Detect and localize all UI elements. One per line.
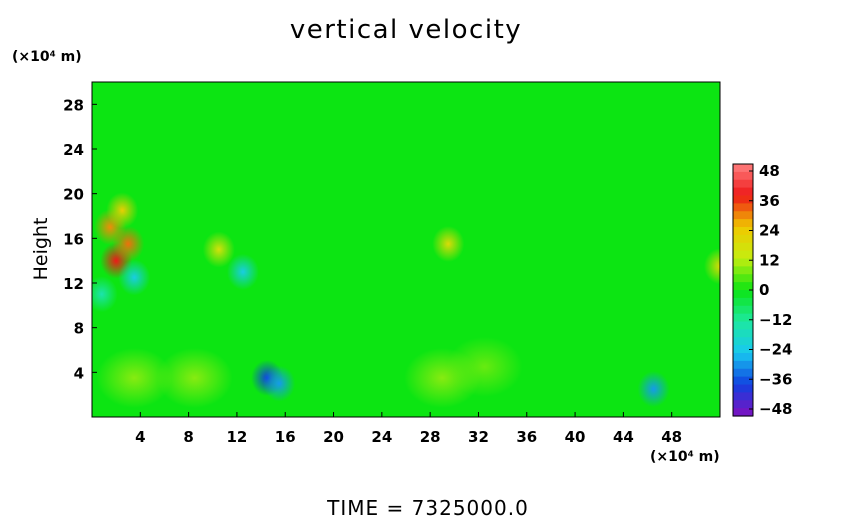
- velocity-feature: [202, 231, 235, 268]
- y-tick-label: 12: [63, 275, 84, 293]
- colorbar-swatch: [733, 258, 753, 267]
- x-tick-label: 40: [565, 428, 586, 446]
- colorbar-swatch: [733, 408, 753, 417]
- x-tick-label: 24: [371, 428, 392, 446]
- x-tick-label: 8: [183, 428, 193, 446]
- colorbar-swatch: [733, 203, 753, 212]
- colorbar-swatch: [733, 321, 753, 330]
- chart-title: vertical velocity: [290, 15, 522, 45]
- x-tick-label: 12: [226, 428, 247, 446]
- colorbar-swatch: [733, 297, 753, 307]
- colorbar-tick-label: −36: [759, 370, 792, 388]
- colorbar-swatch: [733, 282, 753, 291]
- y-tick-label: 24: [63, 141, 84, 159]
- colorbar-swatch: [733, 266, 753, 275]
- colorbar-swatch: [733, 219, 753, 228]
- colorbar-swatch: [733, 187, 753, 197]
- colorbar-swatch: [733, 250, 753, 260]
- colorbar-swatch: [733, 392, 753, 401]
- colorbar-swatch: [733, 164, 753, 173]
- velocity-feature: [263, 365, 296, 402]
- colorbar-swatch: [733, 353, 753, 362]
- x-tick-label: 44: [613, 428, 634, 446]
- colorbar-tick-label: 12: [759, 251, 780, 269]
- colorbar-swatch: [733, 384, 753, 393]
- colorbar-tick-label: −24: [759, 341, 792, 359]
- y-axis-label: Height: [30, 218, 52, 281]
- colorbar-swatch: [733, 227, 753, 236]
- velocity-feature: [118, 259, 151, 296]
- velocity-feature: [637, 371, 670, 408]
- colorbar-swatch: [733, 345, 753, 354]
- colorbar-swatch: [733, 242, 753, 252]
- velocity-feature: [106, 192, 139, 229]
- colorbar-swatch: [733, 360, 753, 370]
- colorbar-swatch: [733, 337, 753, 346]
- y-tick-label: 4: [74, 364, 84, 382]
- time-label: TIME = 7325000.0: [326, 496, 529, 519]
- y-tick-label: 28: [63, 96, 84, 114]
- colorbar-swatch: [733, 305, 753, 315]
- plot-area: [91, 81, 721, 418]
- velocity-feature: [446, 336, 523, 397]
- y-units-label: (×10⁴ m): [12, 49, 82, 65]
- y-tick-label: 8: [74, 320, 84, 338]
- x-tick-label: 20: [323, 428, 344, 446]
- colorbar-swatch: [733, 376, 753, 386]
- colorbar-swatch: [733, 368, 753, 378]
- colorbar-swatch: [733, 400, 753, 409]
- x-units-label: (×10⁴ m): [650, 449, 720, 465]
- colorbar-swatch: [733, 234, 753, 244]
- x-tick-label: 4: [135, 428, 145, 446]
- velocity-feature: [96, 347, 173, 408]
- colorbar-swatch: [733, 290, 753, 299]
- colorbar-swatch: [733, 274, 753, 283]
- colorbar-tick-label: 36: [759, 192, 780, 210]
- velocity-feature: [432, 225, 465, 262]
- colorbar-tick-label: −12: [759, 311, 792, 329]
- y-tick-label: 20: [63, 186, 84, 204]
- velocity-feature: [112, 225, 145, 262]
- y-tick-label: 16: [63, 230, 84, 248]
- colorbar-tick-label: −48: [759, 400, 792, 418]
- x-tick-label: 28: [420, 428, 441, 446]
- x-tick-label: 36: [516, 428, 537, 446]
- colorbar-swatch: [733, 179, 753, 189]
- x-tick-label: 32: [468, 428, 489, 446]
- colorbar-tick-label: 48: [759, 162, 780, 180]
- colorbar: 48 36 24 12 0 −12 −24 −36 −48: [732, 162, 792, 418]
- colorbar-swatch: [733, 329, 753, 338]
- colorbar-swatch: [733, 313, 753, 323]
- colorbar-swatch: [733, 195, 753, 204]
- colorbar-swatch: [733, 171, 753, 181]
- plot-frame: [91, 81, 721, 418]
- colorbar-tick-label: 24: [759, 222, 780, 240]
- x-tick-label: 16: [275, 428, 296, 446]
- x-tick-label: 48: [661, 428, 682, 446]
- velocity-feature: [92, 276, 118, 313]
- colorbar-tick-label: 0: [759, 281, 769, 299]
- colorbar-swatch: [733, 211, 753, 220]
- velocity-feature: [226, 253, 259, 290]
- velocity-feature: [156, 347, 233, 408]
- velocity-feature: [704, 248, 720, 285]
